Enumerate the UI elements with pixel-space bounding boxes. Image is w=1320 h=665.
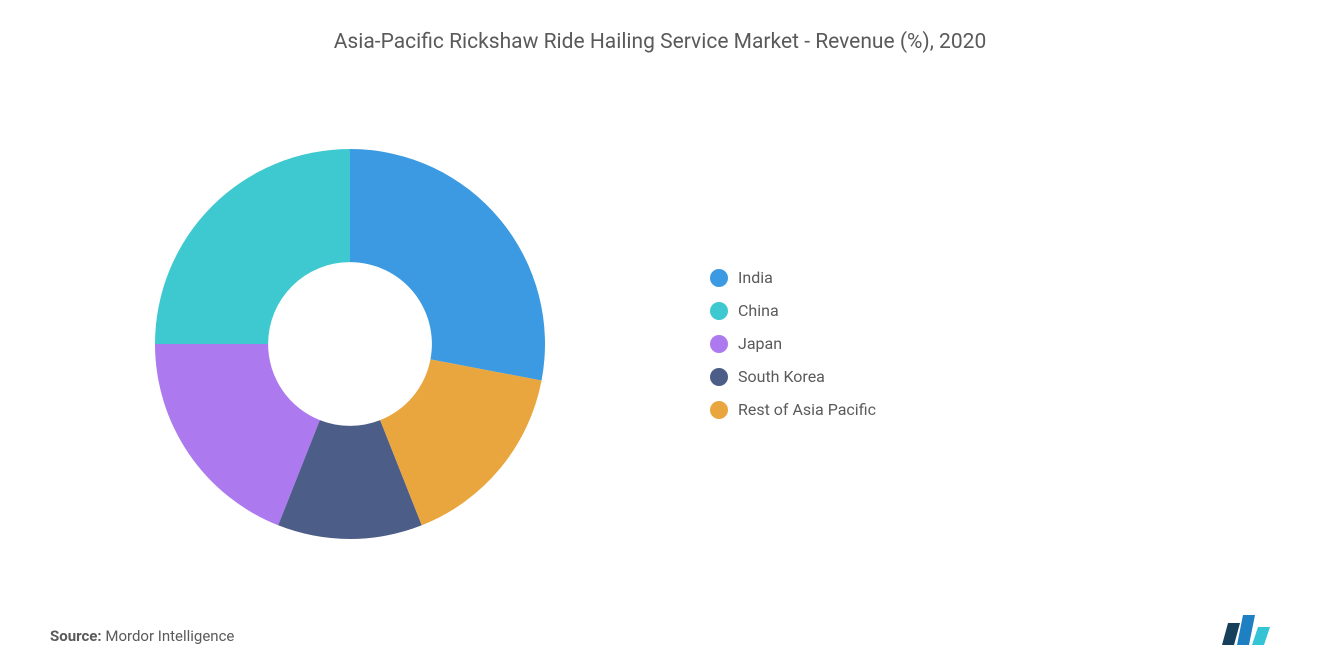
legend-swatch-icon (710, 302, 728, 320)
brand-logo-icon (1222, 613, 1270, 645)
legend-item: Rest of Asia Pacific (710, 400, 876, 419)
legend: India China Japan South Korea Rest of Asia P… (710, 268, 876, 419)
donut-slice-china (155, 149, 350, 344)
legend-label: India (738, 268, 773, 287)
chart-title: Asia-Pacific Rickshaw Ride Hailing Servi… (50, 30, 1270, 54)
legend-label: Rest of Asia Pacific (738, 400, 876, 419)
legend-swatch-icon (710, 269, 728, 287)
source-text: Mordor Intelligence (105, 627, 234, 645)
chart-container: Asia-Pacific Rickshaw Ride Hailing Servi… (0, 0, 1320, 665)
logo-bar-icon (1222, 623, 1240, 645)
footer: Source: Mordor Intelligence (50, 613, 1270, 645)
legend-item: Japan (710, 334, 876, 353)
legend-item: South Korea (710, 367, 876, 386)
logo-bar-icon (1252, 627, 1270, 645)
legend-swatch-icon (710, 335, 728, 353)
donut-chart (50, 119, 650, 569)
legend-item: India (710, 268, 876, 287)
source-line: Source: Mordor Intelligence (50, 627, 234, 645)
donut-slice-india (350, 149, 545, 381)
donut-svg (140, 134, 560, 554)
legend-label: Japan (738, 334, 782, 353)
legend-label: China (738, 301, 779, 320)
logo-bar-icon (1237, 615, 1255, 645)
legend-item: China (710, 301, 876, 320)
legend-label: South Korea (738, 367, 825, 386)
source-prefix: Source: (50, 627, 102, 645)
chart-row: India China Japan South Korea Rest of Asia P… (50, 84, 1270, 603)
legend-swatch-icon (710, 401, 728, 419)
legend-swatch-icon (710, 368, 728, 386)
